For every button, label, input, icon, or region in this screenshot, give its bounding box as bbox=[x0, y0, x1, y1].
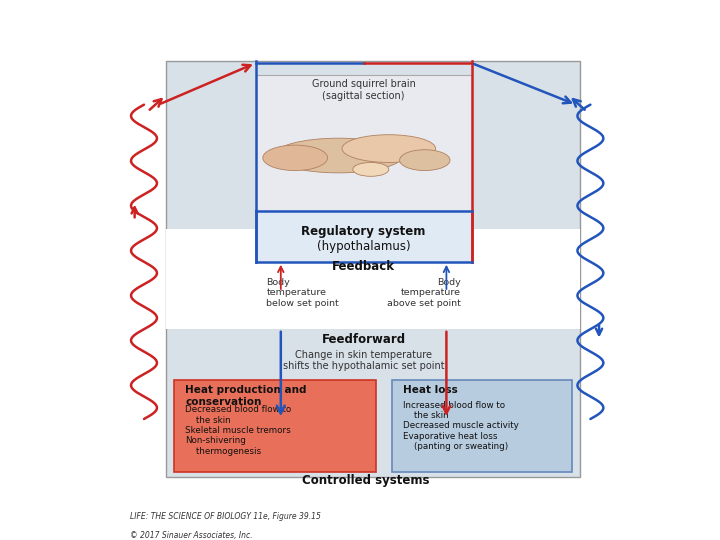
Text: Feedforward: Feedforward bbox=[322, 334, 405, 347]
Text: (hypothalamus): (hypothalamus) bbox=[317, 240, 410, 253]
Ellipse shape bbox=[263, 145, 328, 171]
Text: Figure 39.15  The Mammalian Thermostat: Figure 39.15 The Mammalian Thermostat bbox=[9, 12, 357, 30]
Text: Feedback: Feedback bbox=[332, 260, 395, 273]
Ellipse shape bbox=[400, 150, 450, 171]
Text: LIFE: THE SCIENCE OF BIOLOGY 11e, Figure 39.15: LIFE: THE SCIENCE OF BIOLOGY 11e, Figure… bbox=[130, 512, 320, 521]
Text: Change in skin temperature
shifts the hypothalamic set point: Change in skin temperature shifts the hy… bbox=[283, 350, 444, 372]
Text: © 2017 Sinauer Associates, Inc.: © 2017 Sinauer Associates, Inc. bbox=[130, 530, 252, 539]
FancyBboxPatch shape bbox=[256, 75, 472, 211]
Text: Heat loss: Heat loss bbox=[403, 385, 458, 395]
Text: Regulatory system: Regulatory system bbox=[302, 225, 426, 238]
Text: Body
temperature
below set point: Body temperature below set point bbox=[266, 278, 339, 308]
FancyBboxPatch shape bbox=[166, 61, 580, 477]
Ellipse shape bbox=[342, 134, 436, 163]
Text: Increased blood flow to
    the skin
Decreased muscle activity
Evaporative heat : Increased blood flow to the skin Decreas… bbox=[403, 401, 519, 451]
Text: Heat production and
conservation: Heat production and conservation bbox=[185, 385, 307, 407]
Text: Body
temperature
above set point: Body temperature above set point bbox=[387, 278, 461, 308]
FancyBboxPatch shape bbox=[256, 211, 472, 262]
Ellipse shape bbox=[353, 163, 389, 177]
Text: Decreased blood flow to
    the skin
Skeletal muscle tremors
Non-shivering
    t: Decreased blood flow to the skin Skeleta… bbox=[185, 405, 292, 456]
FancyBboxPatch shape bbox=[174, 380, 376, 472]
Ellipse shape bbox=[274, 138, 403, 173]
FancyBboxPatch shape bbox=[392, 380, 572, 472]
Text: Ground squirrel brain
(sagittal section): Ground squirrel brain (sagittal section) bbox=[312, 79, 415, 101]
Text: Controlled systems: Controlled systems bbox=[302, 475, 429, 488]
FancyBboxPatch shape bbox=[166, 230, 580, 329]
